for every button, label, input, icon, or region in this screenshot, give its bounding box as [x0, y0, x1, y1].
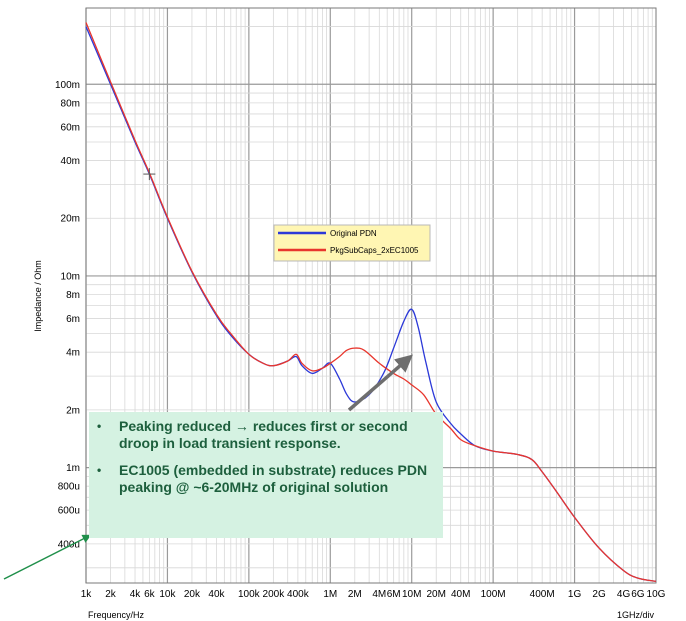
y-tick-label: 4m	[66, 348, 80, 359]
x-tick-label: 100k	[238, 589, 261, 600]
y-tick-label: 20m	[61, 214, 80, 225]
x-tick-label: 2G	[592, 589, 606, 600]
y-tick-label: 600u	[58, 506, 80, 517]
x-tick-label: 100M	[481, 589, 506, 600]
y-tick-label: 800u	[58, 482, 80, 493]
y-tick-label: 10m	[61, 271, 80, 282]
y-tick-label: 100m	[55, 80, 80, 91]
legend-box	[273, 224, 431, 262]
x-tick-label: 400M	[530, 589, 555, 600]
x-tick-label: 2k	[105, 589, 117, 600]
peaking-arrow	[347, 354, 413, 412]
x-tick-label: 1M	[323, 589, 337, 600]
x-tick-label: 10k	[159, 589, 176, 600]
legend-label-pkgsubcaps: PkgSubCaps_2xEC1005	[330, 246, 419, 255]
series-line-pkgsubcaps	[85, 22, 657, 583]
x-tick-label: 10M	[402, 589, 421, 600]
x-tick-label: 6G	[631, 589, 645, 600]
cursor-marker	[143, 168, 156, 181]
bullet-icon: •	[97, 419, 102, 433]
annotation-text-peaking: Peaking reduced → reduces first or secon…	[119, 418, 408, 451]
x-tick-labels: 1k 2k 4k 6k 10k 20k 40k 100k 200k 400k 1M 2M 4M 6M 10M…	[81, 589, 666, 600]
y-tick-label: 1m	[66, 463, 80, 474]
x-tick-label: 1k	[81, 589, 93, 600]
y-axis-title: Impedance / Ohm	[33, 260, 43, 332]
y-tick-label: 60m	[61, 122, 80, 133]
bullet-icon: •	[97, 463, 102, 477]
x-tick-label: 4k	[130, 589, 142, 600]
y-tick-label: 400u	[58, 539, 80, 550]
legend-label-original: Original PDN	[330, 229, 377, 238]
y-tick-labels: 400u 600u 800u 1m 2m 4m 6m 8m 10m 20m 40m 60m 80m 100…	[55, 80, 80, 551]
annotation-item-peaking: • Peaking reduced → reduces first or sec…	[97, 418, 433, 452]
y-tick-label: 8m	[66, 290, 80, 301]
x-tick-label: 1G	[568, 589, 582, 600]
x-tick-label: 2M	[348, 589, 362, 600]
x-tick-label: 20M	[427, 589, 446, 600]
y-tick-label: 2m	[66, 405, 80, 416]
x-tick-label: 4G	[617, 589, 631, 600]
annotation-callout: • Peaking reduced → reduces first or sec…	[89, 412, 443, 538]
annotation-item-ec1005: • EC1005 (embedded in substrate) reduces…	[97, 462, 433, 496]
x-tick-label: 200k	[263, 589, 286, 600]
annotation-text-ec1005: EC1005 (embedded in substrate) reduces P…	[119, 462, 428, 495]
x-tick-label: 400k	[287, 589, 310, 600]
x-tick-label: 10G	[647, 589, 666, 600]
x-tick-label: 4M	[372, 589, 386, 600]
y-tick-label: 80m	[61, 98, 80, 109]
y-tick-label: 40m	[61, 156, 80, 167]
x-tick-label: 6k	[144, 589, 156, 600]
x-tick-label: 6M	[387, 589, 401, 600]
x-tick-label: 20k	[184, 589, 201, 600]
legend: Original PDN PkgSubCaps_2xEC1005	[273, 224, 431, 262]
plot-border	[85, 7, 657, 584]
callout-pointer-arrow	[3, 534, 92, 580]
plot-frame	[85, 7, 657, 584]
x-div-label: 1GHz/div	[617, 610, 655, 620]
y-tick-label: 6m	[66, 314, 80, 325]
x-axis-title: Frequency/Hz	[88, 610, 145, 620]
x-tick-label: 40k	[208, 589, 225, 600]
x-tick-label: 40M	[451, 589, 470, 600]
